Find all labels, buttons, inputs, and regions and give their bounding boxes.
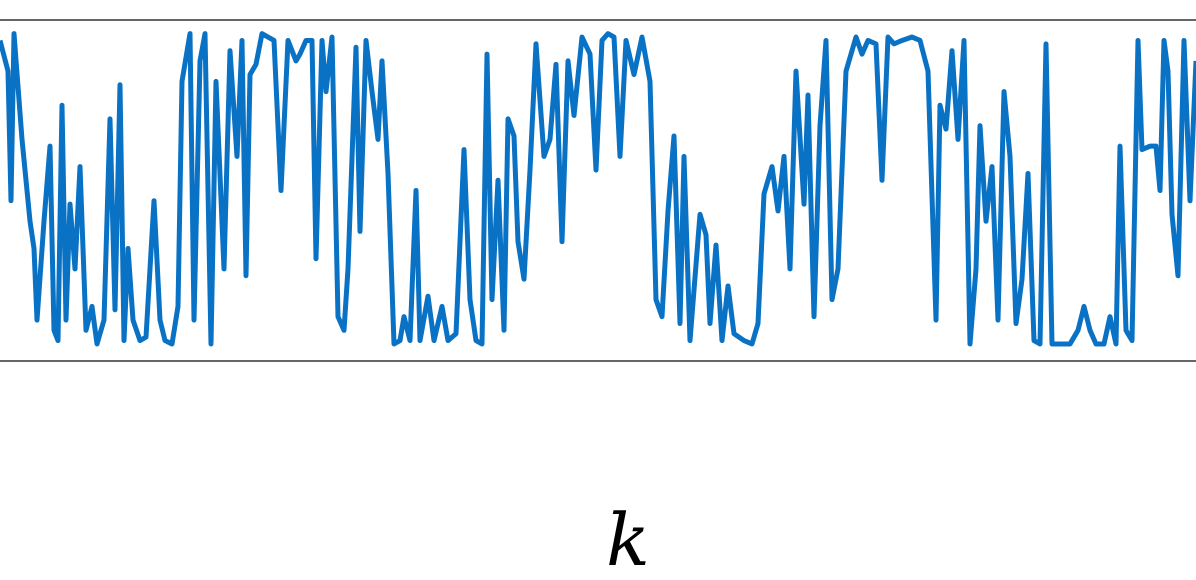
data-line (0, 31, 1196, 347)
x-axis-label: k (606, 498, 650, 580)
plot-area (0, 31, 1196, 347)
